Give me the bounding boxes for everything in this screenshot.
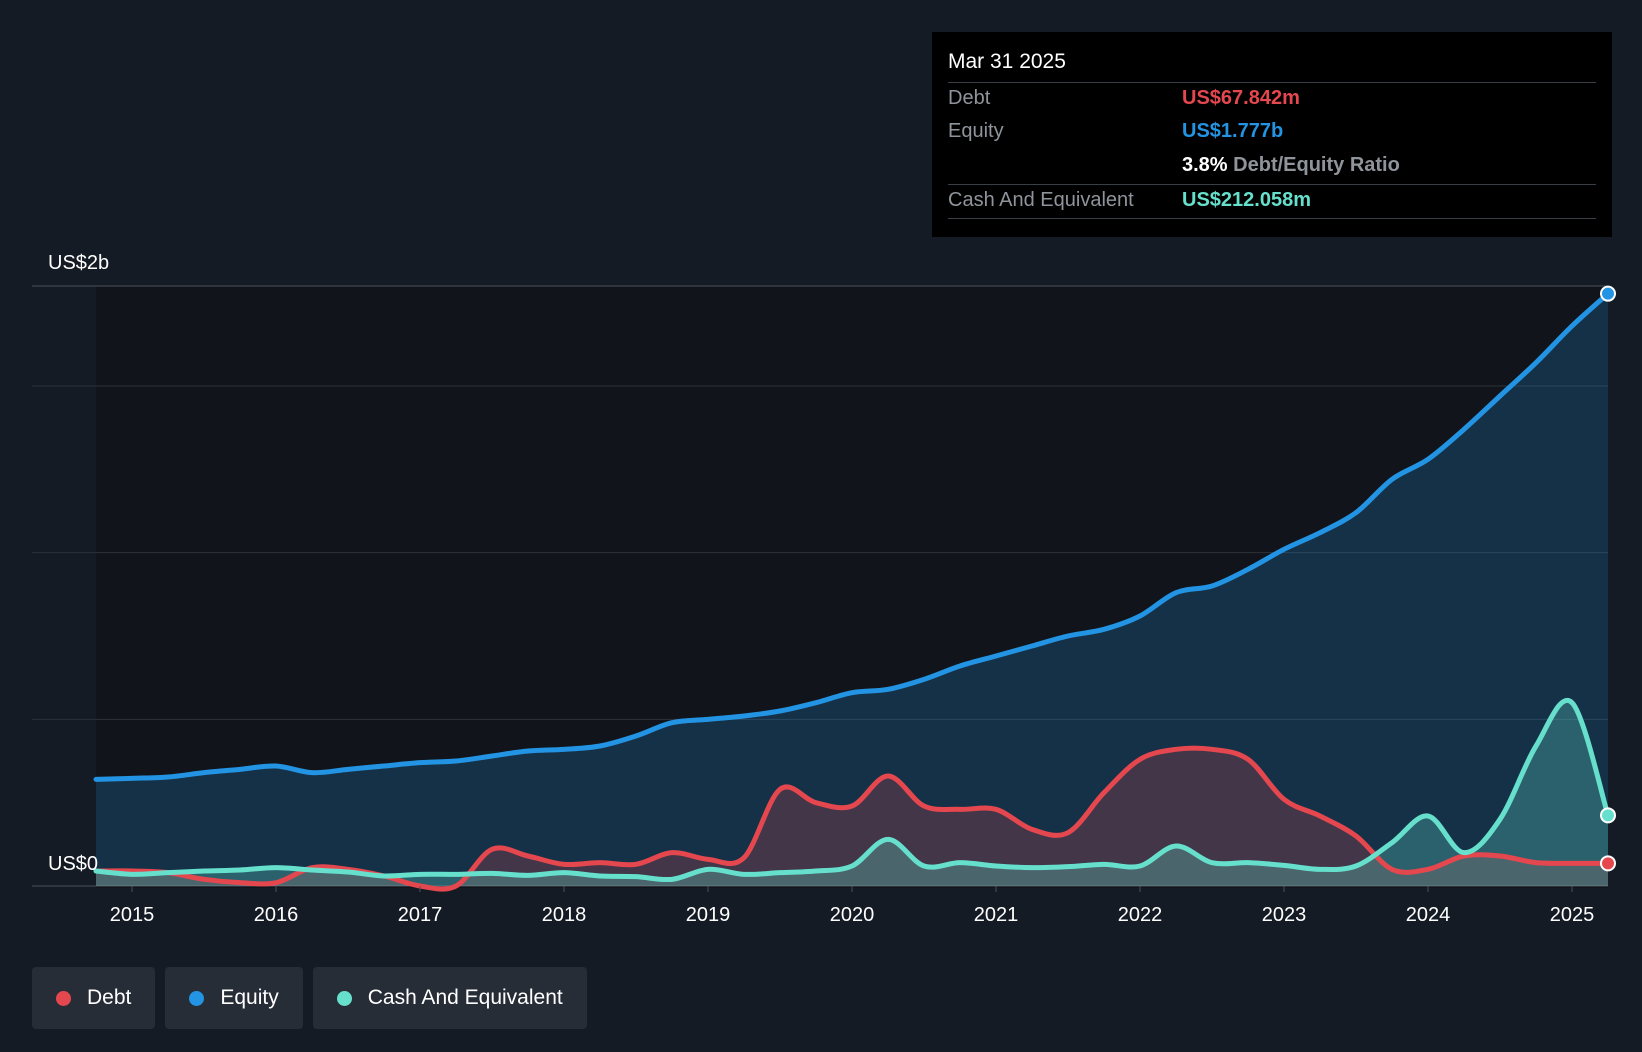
equity-line (93, 291, 1611, 782)
cash-dot-icon (336, 990, 352, 1006)
x-tick-label: 2023 (1262, 904, 1307, 926)
y-axis-bottom-label: US$0 (48, 853, 98, 875)
debt-area (96, 748, 1608, 890)
x-tick-label: 2019 (686, 904, 731, 926)
tooltip-debt-value: US$67.842m (1182, 87, 1300, 109)
debt-end-marker (1600, 855, 1616, 872)
cash-line (93, 697, 1611, 883)
tooltip-ratio-value: 3.8% (1182, 154, 1228, 176)
x-tick-label: 2017 (398, 904, 443, 926)
tooltip-row-equity: Equity US$1.777b (948, 116, 1596, 150)
x-tick-label: 2024 (1406, 904, 1451, 926)
legend-item-cash[interactable]: Cash And Equivalent (312, 967, 587, 1029)
tooltip-ratio: 3.8% Debt/Equity Ratio (1182, 154, 1400, 177)
end-markers (1600, 285, 1616, 872)
legend-label-cash: Cash And Equivalent (367, 986, 563, 1009)
x-tick-label: 2018 (542, 904, 587, 926)
tooltip-debt-label: Debt (948, 87, 991, 109)
x-tick-label: 2020 (830, 904, 875, 926)
equity-dot-icon (189, 990, 205, 1006)
series-areas (96, 293, 1608, 890)
x-tick-label: 2021 (974, 904, 1019, 926)
tooltip-cash-value: US$212.058m (1182, 189, 1311, 211)
legend-label-equity: Equity (220, 986, 279, 1009)
gridlines (32, 285, 1608, 887)
tooltip-cash-label: Cash And Equivalent (948, 189, 1134, 211)
x-tick-label: 2015 (110, 904, 155, 926)
debt-line (93, 745, 1611, 892)
tooltip-date: Mar 31 2025 (948, 50, 1066, 73)
equity-area (96, 293, 1608, 887)
x-tick-label: 2022 (1118, 904, 1163, 926)
tooltip: Mar 31 2025 Debt US$67.842m Equity US$1.… (932, 32, 1612, 237)
series-lines (93, 291, 1611, 892)
y-axis-top-label: US$2b (48, 252, 109, 274)
legend: Debt Equity Cash And Equivalent (32, 967, 587, 1029)
tooltip-bottom-divider (948, 218, 1596, 219)
tooltip-row-cash: Cash And Equivalent US$212.058m (948, 184, 1596, 219)
tooltip-ratio-label: Debt/Equity Ratio (1233, 154, 1400, 176)
tooltip-row-debt: Debt US$67.842m (948, 82, 1596, 117)
equity-end-marker (1600, 285, 1616, 302)
legend-label-debt: Debt (87, 986, 132, 1009)
legend-item-debt[interactable]: Debt (32, 967, 156, 1029)
debt-dot-icon (56, 990, 71, 1006)
legend-item-equity[interactable]: Equity (165, 967, 303, 1029)
x-tick-label: 2025 (1550, 904, 1595, 926)
tooltip-equity-value: US$1.777b (1182, 120, 1284, 142)
cash-area (96, 700, 1608, 886)
cash-end-marker (1600, 807, 1616, 824)
tooltip-equity-label: Equity (948, 120, 1004, 142)
tooltip-row-ratio: 3.8% Debt/Equity Ratio (948, 150, 1596, 184)
x-tick-label: 2016 (254, 904, 299, 926)
x-axis-ticks: 2015 2016 2017 2018 2019 2020 2021 2022 2023 2024… (110, 886, 1595, 926)
